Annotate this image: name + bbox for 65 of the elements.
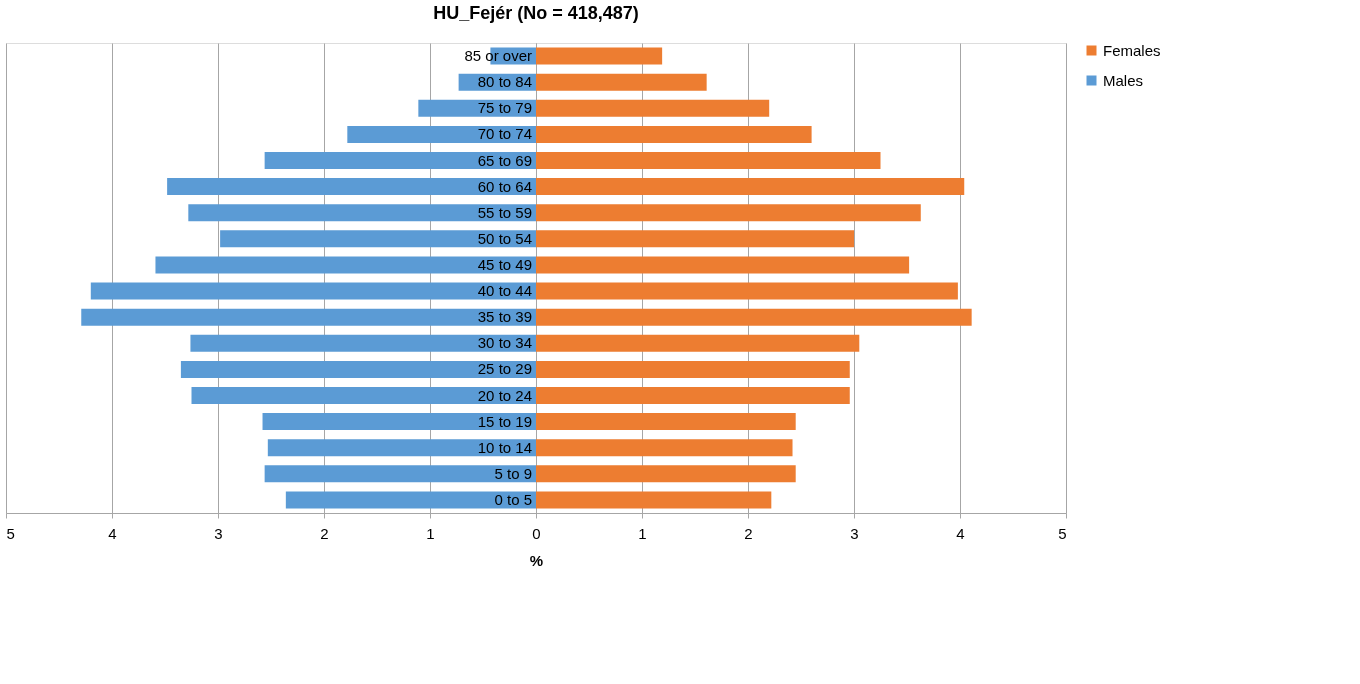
bar (536, 360, 850, 378)
bar (220, 230, 536, 248)
bar (90, 282, 536, 300)
bar (536, 73, 707, 91)
x-tick-label: 5 (6, 524, 15, 542)
bar (262, 413, 536, 431)
bar (536, 125, 812, 143)
bar (536, 47, 663, 65)
bar (180, 360, 536, 378)
bar (536, 152, 881, 169)
bar (536, 178, 965, 196)
bar (536, 204, 921, 222)
legend-label: Females (1103, 41, 1161, 59)
x-tick-label: 2 (320, 524, 329, 542)
y-tick-label: 20 to 24 (477, 386, 532, 404)
bar (536, 230, 854, 248)
x-tick-label: 2 (744, 524, 753, 542)
x-tick-label: 4 (108, 524, 117, 542)
bar (285, 491, 536, 509)
y-tick-label: 30 to 34 (477, 334, 532, 352)
y-tick-label: 25 to 29 (477, 360, 532, 378)
x-tick-label: 5 (1058, 524, 1067, 542)
x-tick-label: 3 (850, 524, 859, 542)
bar (536, 99, 770, 117)
y-tick-label: 35 to 39 (477, 308, 532, 326)
bar (81, 308, 536, 326)
y-tick-label: 5 to 9 (494, 464, 532, 482)
bar (264, 465, 536, 483)
bar (536, 282, 958, 300)
bar (536, 334, 860, 352)
bar (264, 152, 536, 169)
y-tick-label: 75 to 79 (477, 99, 532, 117)
bar (536, 308, 972, 326)
bar (267, 439, 536, 457)
y-tick-label: 0 to 5 (494, 490, 532, 508)
y-tick-label: 80 to 84 (477, 73, 532, 91)
y-tick-label: 55 to 59 (477, 203, 532, 221)
bar (536, 256, 910, 274)
legend-label: Males (1103, 71, 1144, 89)
x-tick-label: 0 (532, 524, 541, 542)
bar (536, 413, 796, 431)
x-tick-label: 1 (638, 524, 647, 542)
bar (190, 334, 536, 352)
y-tick-label: 40 to 44 (477, 282, 532, 300)
bar (536, 439, 793, 457)
y-tick-label: 70 to 74 (477, 125, 532, 143)
x-axis-title: % (529, 551, 544, 569)
bar (536, 387, 850, 404)
bar (188, 204, 536, 222)
bar (536, 465, 796, 483)
x-tick-label: 1 (426, 524, 435, 542)
bar (191, 387, 536, 404)
y-tick-label: 15 to 19 (477, 412, 532, 430)
chart-title: HU_Fejér (No = 418,487) (433, 3, 639, 23)
y-tick-label: 65 to 69 (477, 151, 532, 169)
y-tick-label: 60 to 64 (477, 177, 532, 195)
x-tick-label: 4 (956, 524, 965, 542)
bar (347, 125, 536, 143)
y-tick-label: 10 to 14 (477, 438, 532, 456)
bar (167, 178, 536, 196)
x-tick-label: 3 (214, 524, 223, 542)
bar (155, 256, 536, 274)
y-tick-label: 50 to 54 (477, 229, 532, 247)
bar (536, 491, 772, 509)
y-tick-label: 45 to 49 (477, 255, 532, 273)
